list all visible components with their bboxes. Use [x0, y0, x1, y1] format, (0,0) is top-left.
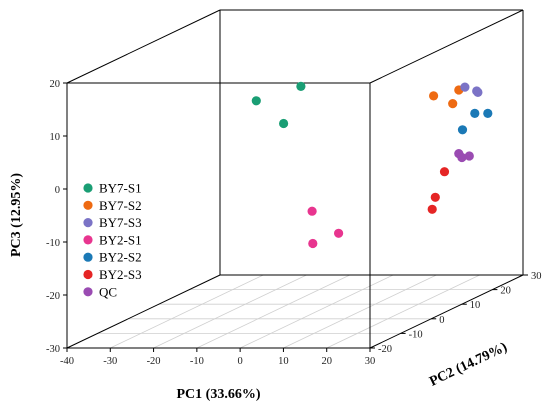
grid-line-pc1 [283, 274, 437, 349]
pc1-tick-label: -30 [103, 356, 117, 367]
pc1-axis-title: PC1 (33.66%) [177, 387, 261, 402]
data-point [307, 206, 317, 216]
box-edge [369, 274, 524, 349]
data-point [448, 99, 458, 109]
grid-line-pc1 [153, 274, 307, 349]
data-point [457, 152, 467, 163]
box-edge [369, 9, 524, 84]
legend-label: BY2-S1 [99, 232, 142, 247]
data-point [472, 86, 482, 96]
pc3-tick-label: 20 [50, 79, 61, 90]
legend-marker [83, 183, 93, 193]
box-edge [66, 274, 221, 349]
data-point [308, 238, 318, 249]
pc2-tick-label: 0 [439, 315, 444, 326]
data-point [334, 228, 344, 238]
grid-line-pc1 [196, 274, 351, 349]
pc2-tick-label: 20 [500, 286, 511, 297]
legend-label: BY7-S3 [99, 215, 142, 230]
legend-marker [83, 269, 93, 280]
legend-marker [83, 218, 93, 228]
data-points [251, 81, 493, 249]
pc1-tick-label: -40 [60, 356, 74, 367]
legend-label: BY7-S2 [99, 198, 142, 213]
pc3-axis-title: PC3 (12.95%) [9, 173, 24, 257]
legend-label: QC [99, 284, 117, 299]
pc3-tick-label: -20 [46, 291, 60, 302]
data-point [464, 151, 474, 161]
data-point [427, 204, 437, 214]
pc3-tick-label: 10 [50, 132, 61, 143]
data-point [439, 167, 450, 177]
pc1-tick-label: 10 [278, 356, 289, 367]
pc2-tick-label: -10 [409, 329, 423, 340]
pc1-tick-label: 0 [238, 356, 243, 367]
grid-line-pc1 [239, 274, 394, 349]
pc2-tick-label: 30 [531, 271, 542, 282]
pc1-tick-label: 20 [321, 356, 332, 367]
box-edge [66, 9, 221, 84]
data-point [470, 108, 480, 118]
floor-grid [97, 274, 493, 349]
pc1-tick-label: -20 [147, 356, 161, 367]
pc2-axis-title: PC2 (14.79%) [427, 340, 510, 390]
data-point [251, 96, 261, 106]
data-point [483, 108, 493, 118]
legend-label: BY7-S1 [99, 181, 142, 196]
pc1-tick-label: -10 [190, 356, 204, 367]
pc3-tick-label: -30 [46, 344, 60, 355]
pc2-tick-label: -20 [378, 344, 392, 355]
legend-marker [83, 287, 93, 297]
grid-line-pc1 [110, 274, 264, 349]
legend-marker [83, 235, 93, 245]
data-point [430, 192, 440, 202]
data-point [460, 82, 470, 92]
pc1-axis: -40 -30 -20 -10 0 10 20 30 PC1 (33.66%) [60, 348, 375, 402]
grid-line-pc1 [326, 274, 480, 349]
pc3-tick-label: 0 [55, 185, 60, 196]
data-point [296, 81, 306, 91]
data-point [457, 125, 468, 135]
pc1-tick-label: 30 [365, 356, 376, 367]
legend-label: BY2-S3 [99, 267, 142, 282]
data-point [279, 118, 289, 129]
pc2-axis: -20 -10 0 10 20 30 PC2 (14.79%) [370, 271, 542, 390]
legend-marker [83, 252, 93, 262]
legend-label: BY2-S2 [99, 250, 142, 265]
pc3-axis: -30 -20 -10 0 10 20 PC3 (12.95%) [9, 79, 67, 355]
pc2-tick-label: 10 [470, 300, 481, 311]
data-point [429, 91, 439, 101]
legend: BY7-S1 BY7-S2 BY7-S3 BY2-S1 BY2-S2 BY2-S3 QC [83, 181, 142, 299]
legend-marker [83, 200, 93, 210]
pc3-tick-label: -10 [46, 238, 60, 249]
axis-box [66, 9, 524, 349]
